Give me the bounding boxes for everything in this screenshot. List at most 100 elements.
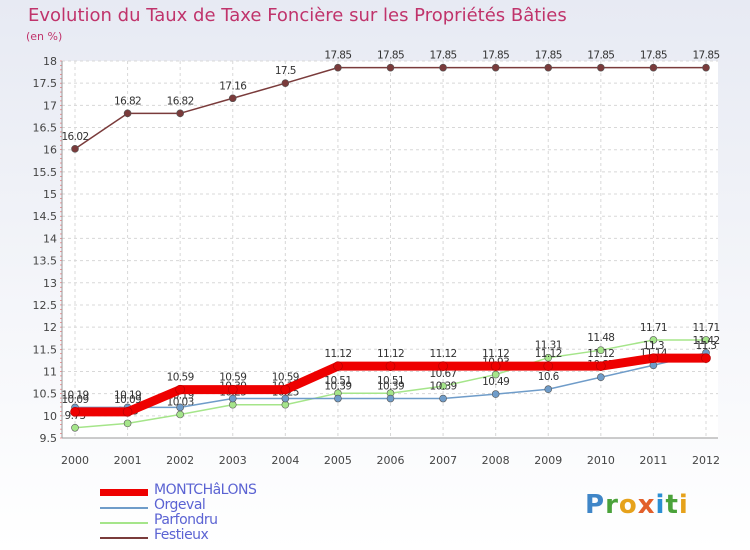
y-tick-label: 14.5 [33,210,58,223]
data-label: 17.5 [275,65,296,77]
logo-letter: i [678,490,689,520]
y-tick-label: 15.5 [33,166,58,179]
data-label: 17.85 [535,50,562,62]
legend-swatch-orgeval [100,507,148,509]
legend-label-festieux: Festieux [154,527,209,543]
data-point [334,394,342,403]
data-label: 16.82 [114,95,141,107]
data-label: 16.82 [167,95,194,107]
data-point [702,63,710,72]
data-point [333,361,343,371]
data-label: 10.09 [61,394,88,406]
data-point [597,373,605,382]
data-point [702,336,710,344]
proxiti-logo: Proxiti [585,490,689,520]
x-tick-label: 2001 [114,454,142,467]
x-tick-label: 2009 [534,454,562,467]
y-tick-label: 12 [43,321,57,334]
y-tick-label: 11 [43,365,57,378]
data-point [70,407,80,417]
data-point [439,63,447,72]
y-tick-label: 13.5 [33,255,58,268]
data-label: 11.3 [643,340,664,352]
data-point [386,63,395,72]
data-label: 11.42 [692,335,719,347]
data-point [175,384,185,395]
data-label: 11.48 [587,332,614,344]
legend-swatch-parfondru [100,522,148,524]
legend-label-orgeval: Orgeval [154,497,206,513]
data-label: 10.59 [219,372,246,384]
legend-label-parfondru: Parfondru [154,512,218,528]
y-tick-label: 10 [43,410,57,423]
x-tick-label: 2008 [482,454,510,467]
data-point [597,63,605,72]
y-tick-label: 14 [43,232,57,245]
data-point [491,390,500,398]
data-label: 10.59 [272,372,299,384]
data-label: 11.71 [640,322,667,334]
data-point [543,361,554,371]
data-point [228,394,237,403]
data-point [544,385,553,394]
y-axis-unit-label: (en %) [26,30,63,43]
data-label: 17.16 [219,80,247,92]
data-label: 11.12 [324,348,351,360]
data-point [228,94,237,103]
y-tick-label: 9.5 [40,432,58,445]
data-label: 17.85 [640,50,667,62]
data-label: 10.51 [324,375,351,387]
data-point [227,384,238,395]
data-label: 10.19 [114,389,141,401]
data-label: 11.3 [696,340,717,352]
data-label: 11.12 [430,348,457,360]
y-tick-label: 11.5 [33,343,58,356]
y-tick-label: 18 [43,55,57,68]
x-tick-label: 2010 [587,454,615,467]
data-point [122,407,133,417]
logo-letter: P [585,490,606,520]
x-tick-label: 2002 [166,454,194,467]
y-tick-label: 16 [43,144,57,157]
x-tick-label: 2004 [271,454,299,467]
legend-label-montchalons: MONTCHâLONS [154,482,257,498]
y-tick-label: 17.5 [33,77,58,90]
data-point [438,361,448,371]
data-label: 10.39 [324,381,351,393]
data-point [596,361,606,371]
y-tick-label: 17 [43,99,57,112]
legend-swatch-montchalons [100,489,148,496]
logo-letter: i [655,490,666,520]
data-point [281,394,290,403]
data-point [176,109,184,118]
data-point [648,353,659,363]
data-point [597,346,605,354]
data-point [176,403,184,412]
x-tick-label: 2011 [639,454,667,467]
x-tick-label: 2012 [692,454,720,467]
data-label: 10.39 [430,381,457,393]
data-point [386,394,395,403]
data-label: 11.12 [587,348,614,360]
data-point [544,353,553,362]
data-label: 11.12 [482,348,509,360]
data-label: 17.85 [692,50,719,62]
data-point [491,370,500,379]
data-point [439,382,447,390]
x-tick-label: 2003 [219,454,247,467]
data-label: 17.85 [430,50,457,62]
data-label: 10.39 [377,381,404,393]
data-point [123,419,132,428]
x-tick-label: 2005 [324,454,352,467]
data-label: 16.02 [61,131,88,143]
chart-title: Evolution du Taux de Taxe Foncière sur l… [28,5,567,26]
data-label: 10.49 [482,376,509,388]
x-tick-label: 2006 [377,454,405,467]
data-label: 10.6 [538,371,560,383]
data-point [490,361,501,371]
y-tick-label: 15 [43,188,57,201]
data-label: 17.85 [587,50,614,62]
data-label: 11.12 [377,348,404,360]
logo-letter: o [618,490,638,520]
